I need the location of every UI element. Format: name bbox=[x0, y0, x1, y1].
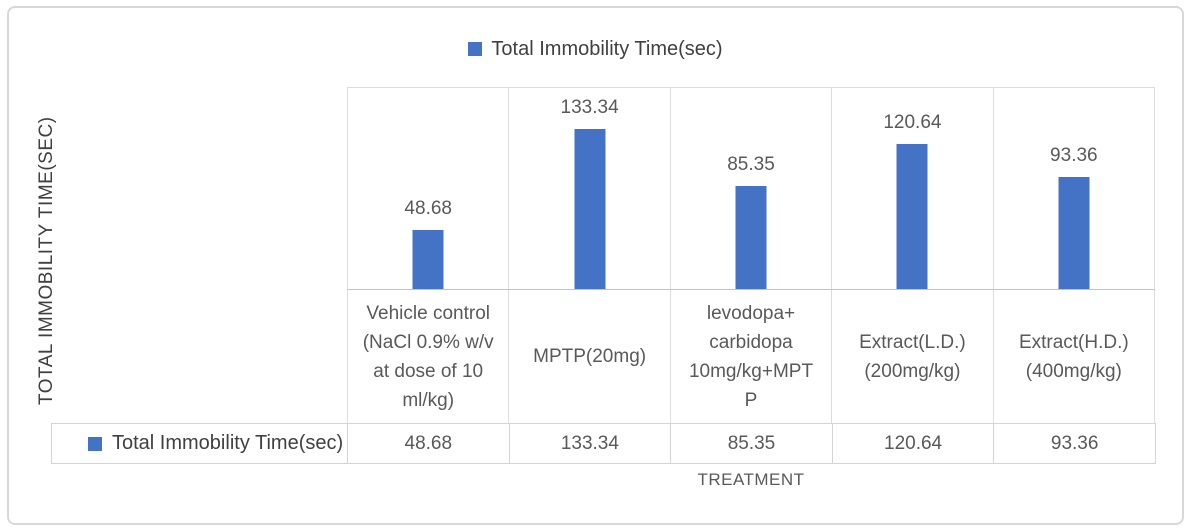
data-table-value-cell: 120.64 bbox=[833, 424, 995, 463]
data-table-value-cell: 93.36 bbox=[1050, 432, 1099, 454]
plot-column: 85.35 bbox=[671, 88, 833, 289]
category-label: MPTP(20mg) bbox=[509, 290, 671, 423]
x-axis-category-labels: Vehicle control (NaCl 0.9% w/v at dose o… bbox=[347, 289, 1156, 423]
chart-area: Total Immobility Time(sec) TOTAL IMMOBIL… bbox=[7, 6, 1184, 525]
bar-value-label: 93.36 bbox=[1050, 145, 1098, 166]
table-series-label: Total Immobility Time(sec) bbox=[112, 432, 344, 454]
plot-column: 133.34 bbox=[509, 88, 671, 289]
bar bbox=[412, 230, 444, 289]
bar-value-label: 48.68 bbox=[404, 198, 452, 219]
category-label: Extract(H.D.) (400mg/kg) bbox=[994, 290, 1156, 423]
table-legend-key-icon bbox=[88, 436, 102, 451]
data-table-value-cell: 133.34 bbox=[510, 424, 672, 463]
bar-value-label: 85.35 bbox=[727, 154, 775, 175]
category-label: Vehicle control (NaCl 0.9% w/v at dose o… bbox=[348, 290, 510, 423]
data-table-value-cell: 48.68 bbox=[348, 424, 510, 463]
legend-key-icon bbox=[468, 42, 483, 56]
plot-column: 120.64 bbox=[832, 88, 994, 289]
legend-label: Total Immobility Time(sec) bbox=[491, 37, 723, 60]
chart-legend: Total Immobility Time(sec) bbox=[9, 34, 1182, 64]
bar bbox=[574, 129, 606, 289]
x-axis-title: TREATMENT bbox=[697, 470, 805, 489]
category-label: Extract(L.D.) (200mg/kg) bbox=[832, 290, 994, 423]
plot-column: 48.68 bbox=[348, 88, 510, 289]
plot-area: 48.68 133.34 85.35 120.64 93.36 bbox=[347, 87, 1156, 289]
y-axis-title: TOTAL IMMOBILITY TIME(SEC) bbox=[36, 116, 57, 405]
data-table: Total Immobility Time(sec) 48.68 133.34 … bbox=[51, 423, 1156, 464]
data-table-series-cell: Total Immobility Time(sec) bbox=[52, 424, 348, 463]
bar bbox=[1058, 177, 1090, 289]
bar bbox=[735, 186, 767, 289]
data-table-value-cell: 85.35 bbox=[671, 424, 833, 463]
plot-column: 93.36 bbox=[994, 88, 1156, 289]
bar-value-label: 120.64 bbox=[883, 112, 942, 133]
category-label: levodopa+ carbidopa 10mg/kg+MPT P bbox=[671, 290, 833, 423]
bar-value-label: 133.34 bbox=[560, 97, 619, 118]
plot-columns: 48.68 133.34 85.35 120.64 93.36 bbox=[347, 88, 1156, 289]
bar bbox=[896, 144, 928, 289]
